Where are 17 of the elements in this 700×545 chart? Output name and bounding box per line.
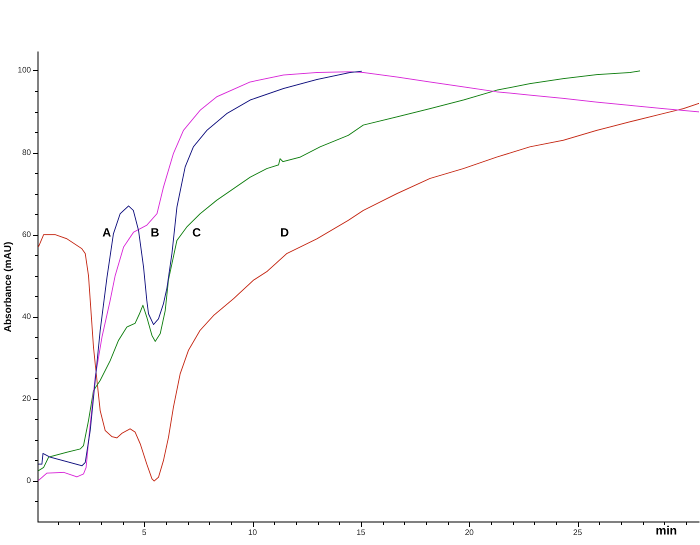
annotation: B bbox=[150, 226, 160, 240]
y-tick-label: 80 bbox=[22, 148, 32, 157]
x-tick-label: 10 bbox=[248, 528, 258, 538]
y-tick-label: 40 bbox=[22, 312, 32, 321]
y-axis-title: Absorbance (mAU) bbox=[2, 242, 14, 332]
x-tick-label: 5 bbox=[142, 528, 147, 538]
x-tick-label: 25 bbox=[573, 528, 583, 538]
x-axis-title: min bbox=[656, 523, 677, 538]
annotation: D bbox=[280, 226, 290, 240]
x-tick-label: 20 bbox=[464, 528, 474, 538]
y-tick-label: 100 bbox=[18, 66, 32, 75]
y-tick-label: 0 bbox=[26, 476, 32, 486]
y-tick-label: 60 bbox=[22, 230, 32, 239]
annotation: A bbox=[102, 226, 112, 240]
x-tick-label: 15 bbox=[356, 528, 366, 538]
y-tick-label: 20 bbox=[22, 394, 32, 404]
annotation: C bbox=[192, 226, 202, 240]
